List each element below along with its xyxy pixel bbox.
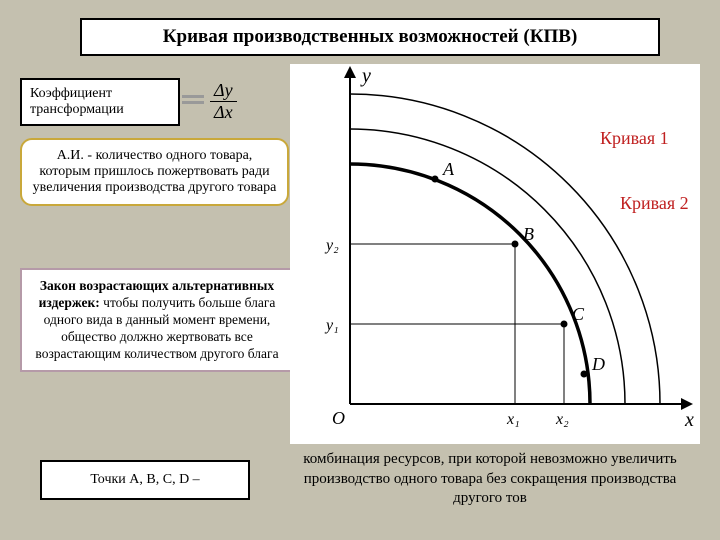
svg-text:x₂: x₂ (555, 411, 569, 428)
points-box: Точки A, B, C, D – (40, 460, 250, 500)
svg-text:y₁: y₁ (324, 317, 339, 334)
svg-text:Кривая 1: Кривая 1 (600, 128, 669, 148)
equals-icon (182, 95, 204, 105)
svg-text:x: x (684, 409, 694, 431)
svg-text:A: A (442, 159, 455, 179)
svg-text:C: C (572, 304, 585, 324)
svg-text:y₂: y₂ (324, 237, 339, 254)
svg-text:x₁: x₁ (506, 411, 520, 428)
points-label: Точки A, B, C, D – (90, 472, 199, 487)
coefficient-label: Коэффициент трансформации (30, 86, 124, 117)
fraction: Δy Δx (210, 80, 237, 123)
combination-text: комбинация ресурсов, при которой невозмо… (280, 450, 700, 509)
ai-definition-box: А.И. - количество одного товара, которым… (20, 138, 289, 206)
svg-text:B: B (523, 224, 534, 244)
svg-text:Кривая 2: Кривая 2 (620, 193, 689, 213)
fraction-numerator: Δy (210, 80, 237, 102)
ppc-chart: y x O Кривая 1 Кривая 2 y₁ y₂ x₁ x₂ A B C D (290, 64, 700, 444)
law-box: Закон возрастающих альтернативных издерж… (20, 268, 294, 372)
svg-text:O: O (332, 408, 345, 428)
title-text: Кривая производственных возможностей (КП… (163, 26, 578, 47)
title-box: Кривая производственных возможностей (КП… (80, 18, 660, 56)
svg-text:D: D (591, 354, 605, 374)
coefficient-box: Коэффициент трансформации (20, 78, 180, 126)
combination-body: комбинация ресурсов, при которой невозмо… (303, 451, 677, 506)
ai-definition-text: А.И. - количество одного товара, которым… (33, 148, 277, 195)
svg-text:y: y (360, 65, 371, 87)
fraction-denominator: Δx (210, 102, 237, 123)
